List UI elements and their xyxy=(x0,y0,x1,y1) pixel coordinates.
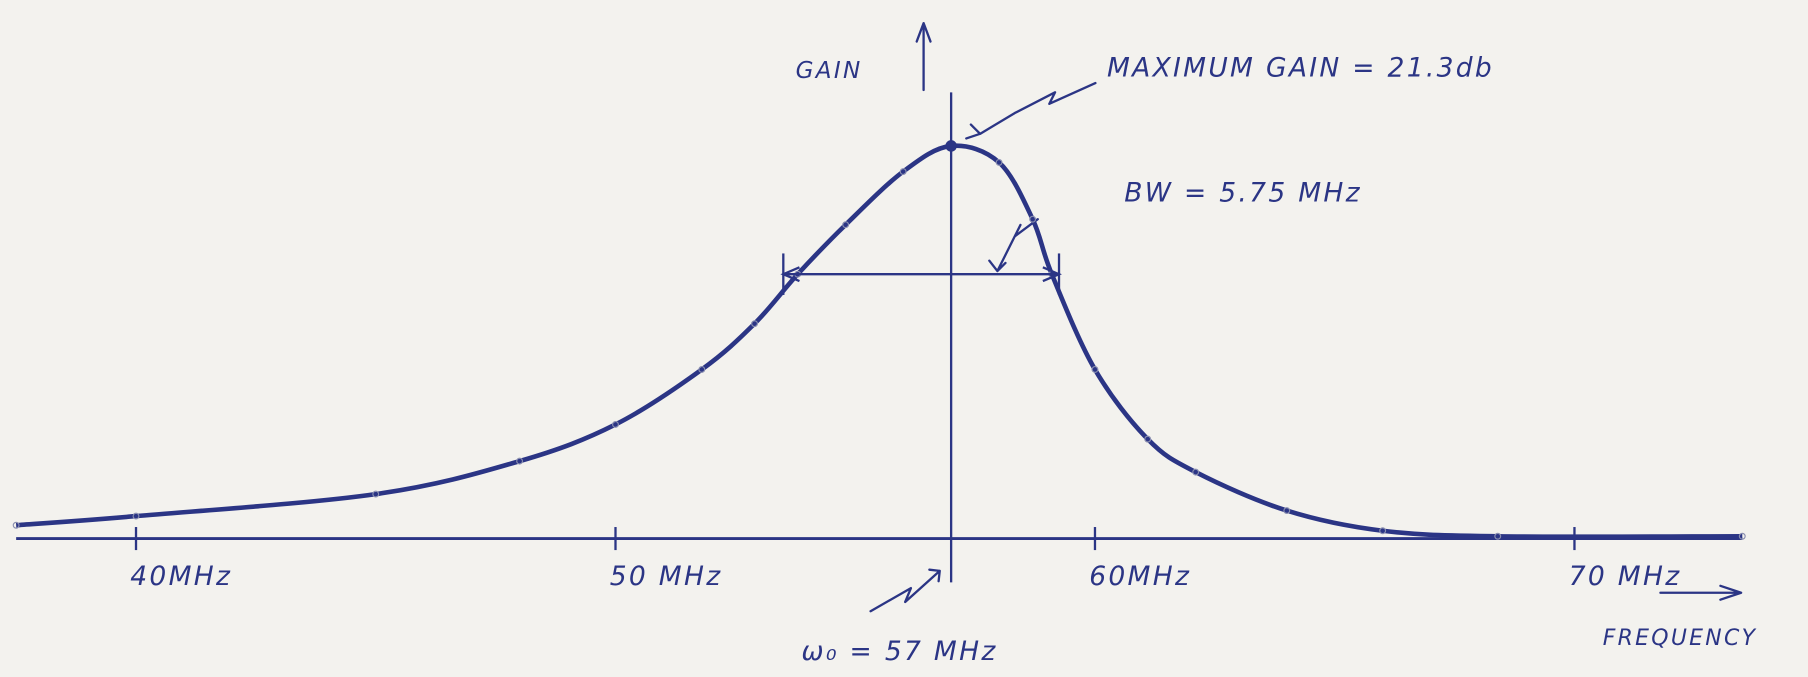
x-tick-label: 50 MHz xyxy=(610,561,723,592)
max-gain-pointer xyxy=(966,83,1095,138)
center-frequency-pointer xyxy=(871,570,940,612)
max-gain-point xyxy=(945,140,957,152)
bandwidth-pointer xyxy=(989,219,1037,271)
y-axis-arrow xyxy=(917,23,931,90)
max-gain-label: MAXIMUM GAIN = 21.3db xyxy=(1107,53,1494,84)
x-tick-label: 60MHz xyxy=(1089,561,1191,592)
x-axis-label: FREQUENCY xyxy=(1603,626,1758,651)
page: {"chart_data": { "type": "line", "x_labe… xyxy=(0,0,1808,677)
center-frequency-label: ω₀ = 57 MHz xyxy=(801,636,997,667)
gain-curve xyxy=(16,146,1742,537)
chart: GAIN FREQUENCY MAXIMUM GAIN = 21.3db BW … xyxy=(0,0,1808,677)
x-tick-label: 70 MHz xyxy=(1569,561,1682,592)
y-axis-label: GAIN xyxy=(796,58,863,84)
x-tick-label: 40MHz xyxy=(130,561,232,592)
bandwidth-label: BW = 5.75 MHz xyxy=(1124,177,1362,208)
